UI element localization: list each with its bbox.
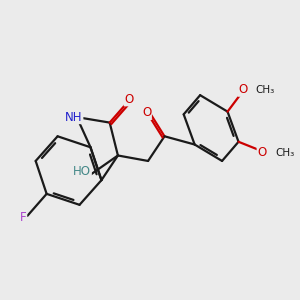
Text: CH₃: CH₃: [275, 148, 294, 158]
Text: O: O: [142, 106, 151, 119]
Text: O: O: [238, 83, 247, 96]
Text: F: F: [20, 211, 27, 224]
Text: O: O: [124, 93, 134, 106]
Text: CH₃: CH₃: [256, 85, 275, 95]
Text: O: O: [257, 146, 266, 159]
Text: HO: HO: [73, 165, 91, 178]
Text: NH: NH: [65, 111, 83, 124]
